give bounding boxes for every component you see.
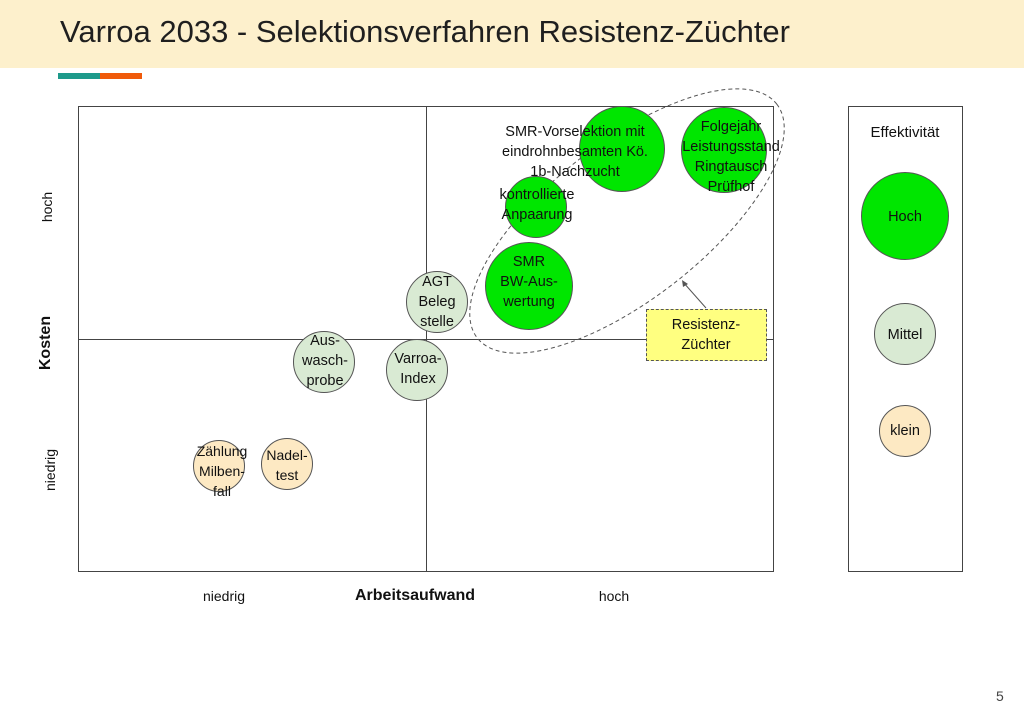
item-label: SMR-Vorselektion mit eindrohnbesamten Kö… xyxy=(502,124,648,180)
item-label: Folgejahr Leistungsstand Ringtausch Prüf… xyxy=(682,119,780,195)
item-label: Zählung Milben- fall xyxy=(196,443,248,499)
circle-kontrollierte-anpaarung xyxy=(505,176,567,238)
legend-low-label: klein xyxy=(890,423,920,439)
resistenz-group-ellipse xyxy=(469,88,785,354)
group-label-box xyxy=(646,309,767,361)
circle-agt-belegstelle xyxy=(406,271,468,333)
circle-varroa-index xyxy=(386,339,448,401)
group-label: Resistenz- Züchter xyxy=(671,317,741,353)
circle-smr-bw xyxy=(485,242,573,330)
legend-circle-high xyxy=(861,172,949,260)
group-pointer-line xyxy=(682,281,707,309)
legend-circle-low xyxy=(879,405,931,457)
y-axis-label: Kosten xyxy=(37,315,54,371)
item-label: Aus- wasch- probe xyxy=(302,333,348,389)
item-label: AGT Beleg stelle xyxy=(418,274,456,330)
y-high-label: hoch xyxy=(39,191,55,223)
legend-title: Effektivität xyxy=(870,124,940,141)
accent-bar-teal xyxy=(58,73,100,79)
item-label: Varroa- Index xyxy=(394,351,442,387)
legend-medium-label: Mittel xyxy=(887,327,923,343)
circle-smr-vorselektion xyxy=(579,106,665,192)
circle-folgejahr xyxy=(681,107,767,193)
slide-title: Varroa 2033 - Selektionsverfahren Resist… xyxy=(60,14,790,49)
page-number: 5 xyxy=(996,688,1004,704)
circle-auswaschprobe xyxy=(293,331,355,393)
arrowhead-icon xyxy=(682,280,688,287)
item-label: kontrollierte Anpaarung xyxy=(499,187,575,223)
x-axis-label: Arbeitsaufwand xyxy=(354,587,476,604)
legend-box xyxy=(848,106,963,572)
legend-circle-medium xyxy=(874,303,936,365)
x-low-label: niedrig xyxy=(202,588,246,604)
circle-zaehlung-milbenfall xyxy=(193,440,245,492)
circle-nadeltest xyxy=(261,438,313,490)
y-low-label: niedrig xyxy=(42,448,58,492)
accent-bar-orange xyxy=(100,73,142,79)
x-high-label: hoch xyxy=(598,588,630,604)
title-bar xyxy=(0,0,1024,68)
item-label: SMR BW-Aus- wertung xyxy=(500,254,558,310)
legend-high-label: Hoch xyxy=(888,209,922,225)
item-label: Nadel- test xyxy=(266,447,308,483)
